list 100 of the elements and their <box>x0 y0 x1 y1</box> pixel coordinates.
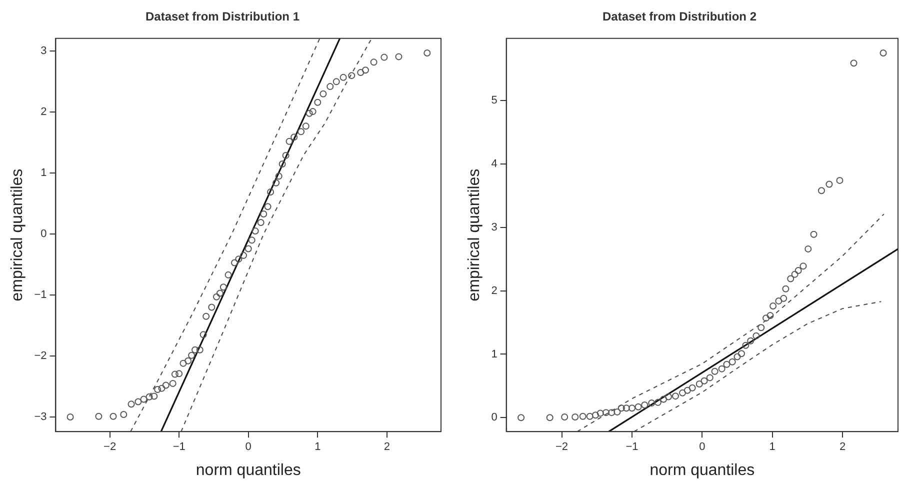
point <box>298 128 305 136</box>
point <box>654 398 662 406</box>
x-tick-label: −2 <box>555 441 568 454</box>
point <box>150 392 158 400</box>
y-axis-title: empirical quantiles <box>466 168 484 302</box>
y-tick-label: 5 <box>491 94 498 107</box>
point <box>747 337 754 344</box>
line-series <box>130 38 320 432</box>
point <box>110 412 117 420</box>
point <box>231 259 238 266</box>
y-tick-label: −1 <box>34 289 47 302</box>
point <box>734 353 741 360</box>
point <box>286 138 293 145</box>
point <box>244 245 252 252</box>
point <box>95 412 102 420</box>
point <box>278 160 286 168</box>
point <box>836 176 844 184</box>
x-tick-label: 0 <box>699 441 706 454</box>
point <box>272 179 280 186</box>
point <box>628 404 636 412</box>
point <box>380 54 388 61</box>
point <box>758 324 765 332</box>
point <box>711 368 718 375</box>
point <box>332 78 340 86</box>
point <box>180 360 187 367</box>
x-axis-title: norm quantiles <box>650 462 755 479</box>
point <box>395 53 402 60</box>
point <box>672 392 679 400</box>
point <box>162 382 170 389</box>
point <box>728 358 736 366</box>
point <box>775 297 782 304</box>
point <box>880 49 887 56</box>
y-axis-title: empirical quantiles <box>9 168 26 302</box>
point <box>622 404 630 412</box>
point <box>171 370 178 378</box>
point <box>618 404 625 412</box>
y-tick-label: 4 <box>491 158 498 170</box>
point <box>660 396 668 403</box>
point <box>572 414 579 421</box>
y-tick-label: −3 <box>34 411 47 423</box>
point <box>188 352 196 359</box>
point <box>766 312 774 320</box>
point <box>579 412 586 420</box>
point <box>780 294 788 302</box>
point <box>706 374 714 382</box>
point <box>120 411 128 418</box>
chart-title: Dataset from Distribution 2 <box>602 10 757 24</box>
x-tick-label: 1 <box>769 441 776 454</box>
point <box>664 393 672 400</box>
point <box>264 203 272 210</box>
point <box>752 332 760 340</box>
point <box>154 386 162 394</box>
line-series <box>180 38 372 432</box>
point <box>248 236 256 244</box>
x-tick-label: 0 <box>245 441 252 454</box>
point <box>804 245 812 252</box>
point <box>424 50 431 57</box>
point <box>212 293 220 300</box>
point <box>302 122 310 130</box>
point <box>320 90 327 98</box>
point <box>306 110 313 117</box>
point <box>592 412 599 419</box>
point <box>782 285 790 292</box>
x-axis-title: norm quantiles <box>196 462 301 479</box>
point <box>723 360 730 368</box>
point <box>362 66 369 74</box>
x-tick-label: −1 <box>172 441 186 454</box>
point <box>602 409 610 416</box>
point <box>257 219 264 226</box>
point <box>326 83 334 90</box>
y-tick-label: 2 <box>491 284 498 297</box>
point <box>826 180 833 188</box>
line-series <box>634 301 882 432</box>
point <box>688 384 696 392</box>
point <box>648 400 656 407</box>
point <box>818 187 825 194</box>
point <box>340 74 347 81</box>
x-tick-label: 2 <box>839 441 846 454</box>
x-tick-label: −1 <box>626 441 638 454</box>
point <box>770 302 777 310</box>
point <box>762 314 770 322</box>
point <box>240 252 248 259</box>
point <box>252 228 259 235</box>
point <box>357 69 364 76</box>
point <box>700 377 708 384</box>
point <box>596 410 604 417</box>
point <box>260 210 268 218</box>
y-tick-label: −2 <box>34 350 47 362</box>
y-tick-label: 0 <box>491 412 498 424</box>
point <box>684 386 691 394</box>
point <box>518 414 525 422</box>
point <box>787 275 794 282</box>
point <box>66 413 74 420</box>
point <box>586 412 594 420</box>
point <box>370 58 378 66</box>
point <box>196 346 204 354</box>
point <box>128 400 135 408</box>
point <box>134 398 142 406</box>
point <box>794 267 802 274</box>
point <box>282 152 290 159</box>
